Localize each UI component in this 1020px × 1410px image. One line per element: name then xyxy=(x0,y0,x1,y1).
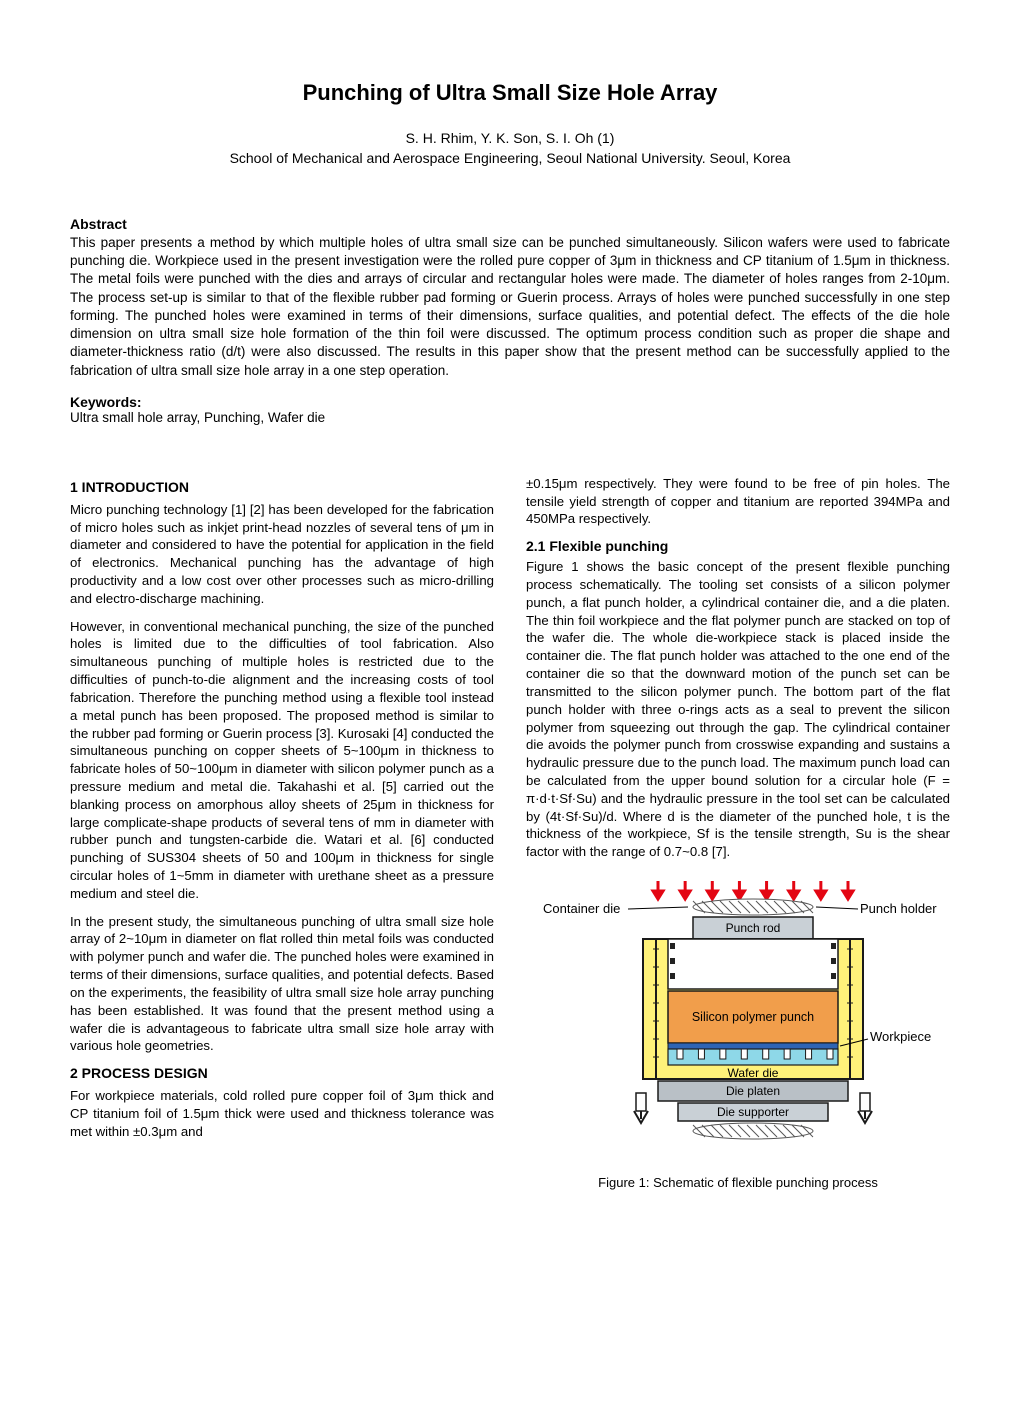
figure-1-caption: Figure 1: Schematic of flexible punching… xyxy=(526,1175,950,1190)
svg-text:Punch holder: Punch holder xyxy=(860,901,937,916)
svg-text:Die platen: Die platen xyxy=(726,1084,780,1098)
s1-para-2: However, in conventional mechanical punc… xyxy=(70,618,494,903)
s2-para-1: For workpiece materials, cold rolled pur… xyxy=(70,1087,494,1140)
svg-text:Silicon polymer punch: Silicon polymer punch xyxy=(692,1010,814,1024)
abstract-text: This paper presents a method by which mu… xyxy=(70,234,950,380)
paper-title: Punching of Ultra Small Size Hole Array xyxy=(70,80,950,106)
keywords-text: Ultra small hole array, Punching, Wafer … xyxy=(70,410,950,425)
svg-text:Punch rod: Punch rod xyxy=(726,921,781,935)
svg-text:Die supporter: Die supporter xyxy=(717,1105,789,1119)
svg-text:Wafer die: Wafer die xyxy=(728,1066,779,1080)
abstract-heading: Abstract xyxy=(70,216,950,232)
left-column: 1 INTRODUCTION Micro punching technology… xyxy=(70,475,494,1190)
svg-text:Container die: Container die xyxy=(543,901,620,916)
s1-para-1: Micro punching technology [1] [2] has be… xyxy=(70,501,494,608)
figure-1: Container die Punch holder Punch rod Silico… xyxy=(526,871,950,1190)
s2-para-1b: ±0.15μm respectively. They were found to… xyxy=(526,475,950,528)
affiliation-line: School of Mechanical and Aerospace Engin… xyxy=(70,150,950,166)
figure-1-svg: Container die Punch holder Punch rod Silico… xyxy=(538,871,938,1171)
abstract-section: Abstract This paper presents a method by… xyxy=(70,216,950,425)
section-1-heading: 1 INTRODUCTION xyxy=(70,479,494,495)
section-2-1-heading: 2.1 Flexible punching xyxy=(526,538,950,554)
keywords-heading: Keywords: xyxy=(70,394,950,410)
svg-text:Workpiece: Workpiece xyxy=(870,1029,931,1044)
section-2-heading: 2 PROCESS DESIGN xyxy=(70,1065,494,1081)
two-column-body: 1 INTRODUCTION Micro punching technology… xyxy=(70,475,950,1190)
authors-line: S. H. Rhim, Y. K. Son, S. I. Oh (1) xyxy=(70,130,950,146)
right-column: ±0.15μm respectively. They were found to… xyxy=(526,475,950,1190)
s1-para-3: In the present study, the simultaneous p… xyxy=(70,913,494,1056)
s2-1-para: Figure 1 shows the basic concept of the … xyxy=(526,558,950,861)
